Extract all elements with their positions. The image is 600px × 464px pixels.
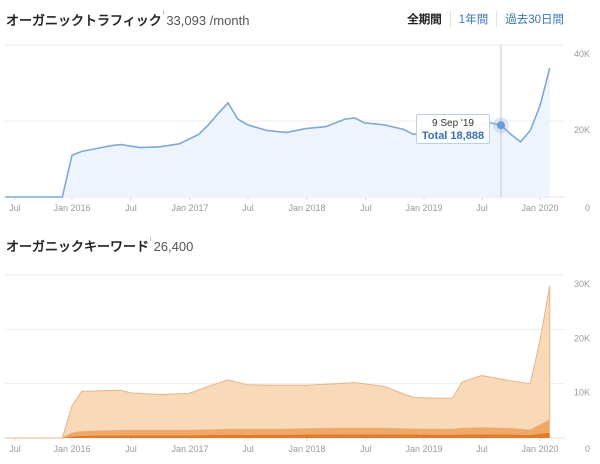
x-tick-label: Jul: [360, 444, 372, 454]
traffic-area: [5, 67, 550, 197]
x-tick-label: Jul: [9, 444, 21, 454]
hover-point: [497, 121, 505, 130]
x-tick-label: Jul: [125, 203, 137, 213]
x-tick-label: Jul: [242, 203, 254, 213]
x-tick-label: Jan 2016: [53, 203, 90, 213]
traffic-header: オーガニックトラフィックi 33,093 /month: [6, 10, 249, 29]
y-tick-label: 10K: [574, 388, 590, 398]
period-1-year[interactable]: 1年間: [449, 11, 496, 27]
info-icon[interactable]: i: [150, 236, 152, 243]
y-tick-label: 0: [585, 444, 590, 454]
traffic-value: 33,093 /month: [166, 13, 250, 28]
x-tick-label: Jan 2019: [405, 203, 442, 213]
traffic-tooltip: 9 Sep '19 Total 18,888: [416, 114, 490, 144]
keywords-band-2: [5, 419, 550, 438]
info-icon[interactable]: i: [162, 10, 165, 17]
keywords-band-1: [5, 432, 550, 438]
keywords-band-3: [5, 285, 551, 439]
keywords-header: オーガニックキーワードi 26,400: [6, 236, 193, 255]
x-tick-label: Jul: [9, 203, 21, 213]
period-all[interactable]: 全期間: [407, 14, 442, 26]
keywords-value: 26,400: [153, 239, 194, 254]
x-tick-label: Jan 2017: [171, 203, 208, 213]
x-tick-label: Jul: [476, 203, 488, 213]
y-tick-label: 20K: [574, 333, 590, 343]
x-tick-label: Jul: [125, 444, 137, 454]
x-tick-label: Jan 2016: [53, 444, 90, 454]
x-tick-label: Jan 2017: [171, 444, 208, 454]
y-tick-label: 20K: [574, 125, 590, 135]
y-tick-label: 30K: [574, 279, 590, 289]
x-tick-label: Jul: [360, 203, 372, 213]
x-tick-label: Jan 2019: [405, 444, 442, 454]
y-tick-label: 40K: [574, 49, 590, 59]
tooltip-date: 9 Sep '19: [432, 118, 474, 129]
x-tick-label: Jul: [476, 444, 488, 454]
period-30-days[interactable]: 過去30日間: [496, 11, 572, 27]
x-tick-label: Jan 2018: [288, 203, 325, 213]
period-selector: 全期間 1年間 過去30日間: [399, 11, 572, 27]
x-tick-label: Jan 2018: [288, 444, 325, 454]
traffic-title: オーガニックトラフィック: [6, 13, 162, 28]
x-tick-label: Jul: [242, 444, 254, 454]
x-tick-label: Jan 2020: [521, 444, 558, 454]
traffic-line: [5, 67, 551, 198]
tooltip-total: Total 18,888: [421, 130, 485, 142]
y-tick-label: 0: [585, 203, 590, 213]
keywords-title: オーガニックキーワード: [6, 239, 150, 254]
x-tick-label: Jan 2020: [521, 203, 558, 213]
